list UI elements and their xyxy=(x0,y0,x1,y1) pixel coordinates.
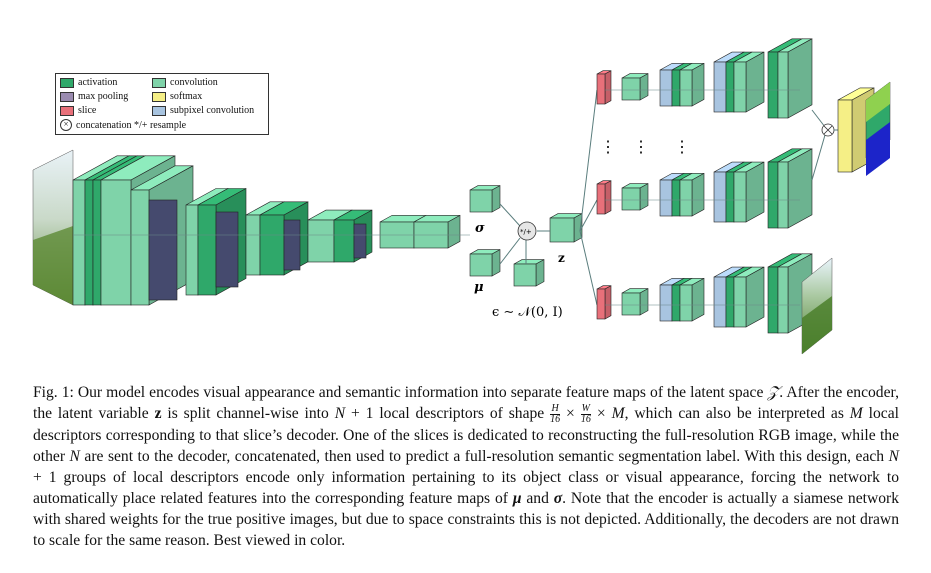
legend-activation-label: activation xyxy=(78,77,118,88)
convolution-swatch xyxy=(152,77,166,88)
sigma-label: σ xyxy=(475,221,485,236)
reconstructed-image xyxy=(801,257,833,355)
decoder-layer xyxy=(621,183,649,211)
legend-convolution-label: convolution xyxy=(170,77,218,88)
legend-subpixel-convolution: subpixel convolution xyxy=(152,105,254,116)
caption-math: σ xyxy=(553,489,563,507)
decoder-layer xyxy=(621,73,649,101)
fraction-w: W 16 xyxy=(580,402,592,425)
legend-convolution: convolution xyxy=(152,77,218,88)
sigma-arrow xyxy=(499,203,521,227)
ellipsis-1: ⋮ xyxy=(600,137,616,156)
slice-block xyxy=(596,285,612,320)
caption-math: 𝒵 xyxy=(767,384,780,401)
decoder-layer xyxy=(733,51,765,113)
decoder-layer xyxy=(733,266,765,328)
legend-slice: slice xyxy=(60,105,96,116)
decoder-layer xyxy=(777,38,813,119)
legend: activation max pooling slice convolution… xyxy=(55,73,269,135)
caption-part: and xyxy=(521,489,554,507)
decoder-layer xyxy=(679,172,705,217)
decoder-branch-arrow xyxy=(579,199,598,232)
concat-icon: × xyxy=(60,119,72,131)
z-block xyxy=(549,213,583,243)
slice-block xyxy=(596,70,612,105)
latent-space: */+ xyxy=(469,185,583,287)
slice-swatch xyxy=(60,105,74,116)
legend-softmax: softmax xyxy=(152,91,202,102)
decoder-branch-arrow xyxy=(579,230,598,306)
mu-arrow xyxy=(499,237,521,265)
softmax-swatch xyxy=(152,91,166,102)
decoder-layer xyxy=(621,288,649,316)
subpixel-convolution-swatch xyxy=(152,105,166,116)
caption-text: Fig. 1: Our model encodes visual appeara… xyxy=(33,382,899,551)
caption-part: . Note that the encoder is actually a si… xyxy=(33,489,899,549)
concatenation-icon-stroke xyxy=(823,125,833,135)
model-architecture-diagram: */+ σ μ ϵ ∼ 𝒩(0, I) z ⋮ ⋮ ⋮ xyxy=(32,38,891,355)
epsilon-block xyxy=(513,259,545,287)
caption-math: μ xyxy=(512,489,522,507)
legend-concatenation-label: concatenation */+ resample xyxy=(76,119,187,131)
activation-swatch xyxy=(60,77,74,88)
legend-softmax-label: softmax xyxy=(170,91,203,102)
caption-part: + 1 groups of local descriptors encode o… xyxy=(33,468,899,507)
caption-part: × xyxy=(560,405,581,422)
slice-block xyxy=(596,180,612,215)
max-pooling-layer xyxy=(215,211,239,288)
sigma-block xyxy=(469,185,501,213)
ellipsis-2: ⋮ xyxy=(633,137,649,156)
legend-max-pooling: max pooling xyxy=(60,91,128,102)
segmentation-output xyxy=(865,81,891,176)
z-label: z xyxy=(558,251,565,265)
caption-part: are sent to the decoder, concatenated, t… xyxy=(79,447,889,465)
caption-math: M xyxy=(611,405,625,422)
epsilon-label: ϵ ∼ 𝒩(0, I) xyxy=(492,305,563,320)
caption-part: local descriptors corresponding to that … xyxy=(33,405,899,465)
legend-slice-label: slice xyxy=(78,105,97,116)
fraction-h: H 16 xyxy=(550,402,561,425)
caption-math: N xyxy=(888,447,899,465)
max-pooling-layer xyxy=(283,219,301,271)
caption-part: + 1 local descriptors of shape xyxy=(345,405,551,422)
max-pooling-layer xyxy=(148,199,178,301)
max-pooling-swatch xyxy=(60,91,74,102)
decoder-branch-arrow xyxy=(579,89,598,232)
decoders xyxy=(579,38,891,355)
caption-part: , which can also xyxy=(624,405,731,422)
input-image xyxy=(32,149,74,306)
concat-arrow xyxy=(811,109,826,128)
decoder-layer xyxy=(679,62,705,107)
decoder-layer xyxy=(777,148,813,229)
concat-arrow xyxy=(811,134,826,181)
encoder-layer xyxy=(413,214,461,249)
caption-part: be interpreted as xyxy=(736,405,850,422)
caption-part: After the encoder, the latent variable xyxy=(33,384,899,422)
legend-subpixel-label: subpixel convolution xyxy=(170,105,255,116)
caption-math: M xyxy=(849,405,863,422)
caption-math: N xyxy=(69,447,80,465)
combine-op-icon xyxy=(517,221,537,241)
ellipsis-3: ⋮ xyxy=(674,137,690,156)
caption-part: . xyxy=(779,384,784,401)
caption-math: z xyxy=(154,405,162,422)
caption-part: is split channel-wise into xyxy=(161,405,335,422)
caption-part: × xyxy=(591,405,612,422)
figure-caption: Fig. 1: Our model encodes visual appeara… xyxy=(33,382,899,551)
max-pooling-layer xyxy=(353,223,367,259)
legend-max-pooling-label: max pooling xyxy=(78,91,129,102)
caption-math: N xyxy=(334,405,346,422)
legend-concatenation: × concatenation */+ resample xyxy=(60,119,186,131)
decoder-layer xyxy=(733,161,765,223)
legend-activation: activation xyxy=(60,77,117,88)
mu-block xyxy=(469,249,501,277)
mu-label: μ xyxy=(474,280,484,295)
combine-op-label: */+ xyxy=(520,228,532,236)
encoder xyxy=(72,155,470,306)
caption-part: Fig. 1: Our model encodes visual appeara… xyxy=(33,384,768,401)
decoder-layer xyxy=(679,277,705,322)
